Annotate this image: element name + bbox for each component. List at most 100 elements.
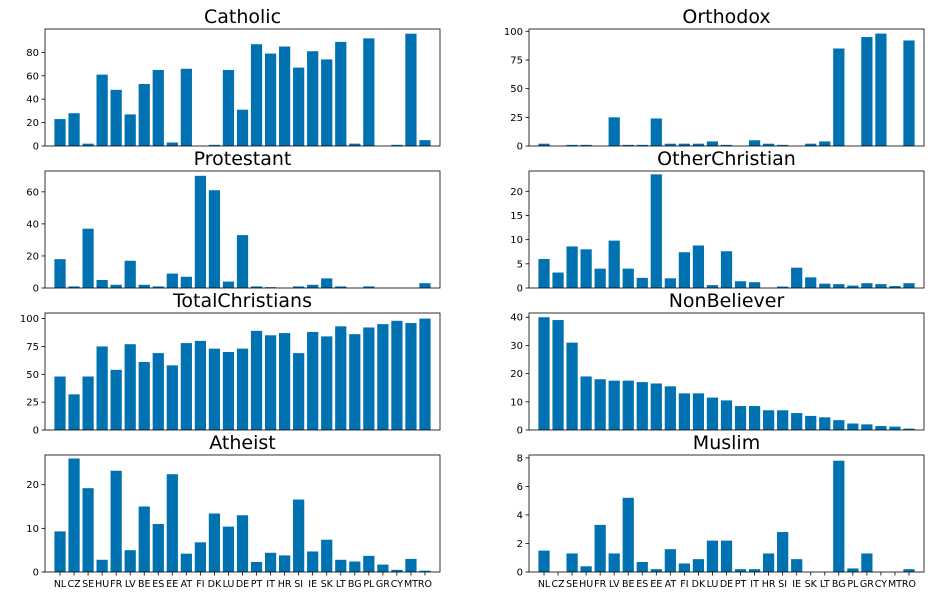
bar-orthodox-ro — [903, 40, 915, 146]
bar-atheist-nl — [54, 531, 66, 572]
bar-nonbeliever-lv — [608, 380, 620, 430]
bar-orthodox-lv — [608, 117, 620, 146]
bar-orthodox-lu — [706, 141, 719, 146]
bar-otherchristian-at — [664, 278, 676, 288]
bar-otherchristian-pl — [847, 285, 859, 288]
bar-nonbeliever-nl — [538, 317, 550, 430]
y-tick-label: 40 — [510, 313, 523, 324]
y-tick-label: 4 — [517, 510, 523, 521]
bar-atheist-es — [152, 523, 164, 572]
bar-atheist-ee — [166, 474, 178, 572]
bar-muslim-at — [664, 549, 676, 572]
bar-protestant-lt — [335, 286, 347, 288]
y-tick-label: 100 — [504, 27, 523, 38]
bar-muslim-dk — [692, 559, 705, 572]
bar-totalchristians-pl — [363, 327, 375, 430]
y-tick-label: 60 — [26, 71, 39, 82]
y-tick-label: 8 — [517, 453, 523, 464]
y-tick-label: 20 — [510, 369, 523, 380]
bar-muslim-si — [777, 532, 789, 572]
x-tick-label-ie: IE — [792, 579, 801, 590]
bar-orthodox-cy — [875, 33, 887, 147]
x-tick-label-fr: FR — [594, 579, 606, 590]
bar-totalchristians-hr — [279, 333, 291, 430]
y-tick-label: 25 — [26, 398, 39, 409]
bar-muslim-de — [720, 540, 733, 572]
chart-panel-protestant: 0 20 40 60 Protestant — [26, 148, 441, 295]
bar-totalchristians-ro — [419, 318, 431, 430]
x-tick-label-fi: FI — [196, 579, 204, 590]
bar-atheist-ie — [307, 551, 319, 572]
x-tick-label-ro: RO — [418, 579, 432, 590]
x-tick-label-pt: PT — [735, 579, 747, 590]
bar-nonbeliever-hr — [763, 410, 775, 430]
bar-orthodox-it — [748, 140, 761, 146]
axes-frame — [528, 312, 925, 431]
bar-totalchristians-mt — [405, 323, 417, 430]
bar-protestant-dk — [208, 190, 221, 288]
bar-atheist-cy — [391, 569, 403, 572]
bar-atheist-lt — [335, 559, 347, 572]
bar-catholic-cy — [391, 144, 403, 146]
bar-nonbeliever-sk — [805, 415, 817, 430]
y-tick-label: 10 — [510, 235, 523, 246]
bar-totalchristians-hu — [96, 346, 108, 430]
x-tick-label-lu: LU — [223, 579, 235, 590]
bar-atheist-sk — [321, 539, 333, 572]
bar-otherchristian-si — [777, 286, 789, 288]
bar-otherchristian-ie — [791, 267, 803, 288]
x-tick-label-nl: NL — [538, 579, 551, 590]
bar-catholic-ee — [166, 142, 178, 146]
bar-nonbeliever-gr — [861, 424, 873, 430]
bar-orthodox-sk — [805, 143, 817, 146]
x-tick-label-lt: LT — [336, 579, 346, 590]
x-tick-label-at: AT — [665, 579, 677, 590]
x-tick-label-si: SI — [778, 579, 787, 590]
bar-nonbeliever-cy — [875, 426, 887, 430]
y-tick-label: 30 — [510, 341, 523, 352]
y-tick-label: 5 — [517, 259, 523, 270]
bar-orthodox-ee — [650, 118, 662, 146]
bar-muslim-be — [622, 497, 634, 572]
x-tick-label-pl: PL — [847, 579, 859, 590]
bar-atheist-it — [264, 552, 277, 572]
y-tick-label: 0 — [33, 568, 39, 579]
bar-totalchristians-gr — [377, 324, 389, 430]
x-tick-label-mt: MT — [404, 579, 418, 590]
bar-catholic-be — [138, 83, 150, 146]
bar-catholic-bg — [349, 143, 361, 146]
bar-muslim-bg — [833, 460, 845, 572]
bar-atheist-be — [138, 506, 150, 572]
chart-title: NonBeliever — [669, 290, 785, 312]
bar-totalchristians-sk — [321, 336, 333, 430]
y-tick-label: 60 — [26, 187, 39, 198]
x-tick-label-sk: SK — [805, 579, 818, 590]
bar-muslim-pt — [734, 569, 747, 572]
chart-panel-totalchristians: 0 25 50 75 100 TotalChristians — [20, 290, 441, 437]
bar-nonbeliever-mt — [889, 426, 901, 430]
bar-catholic-cz — [68, 113, 80, 146]
axes-frame — [44, 28, 441, 147]
x-tick-label-lu: LU — [707, 579, 719, 590]
y-tick-label: 0 — [517, 284, 523, 295]
bar-catholic-it — [264, 53, 277, 146]
bar-atheist-lv — [124, 550, 136, 572]
bar-atheist-lu — [222, 526, 235, 572]
bar-orthodox-es — [636, 144, 648, 146]
bar-protestant-fr — [110, 284, 122, 288]
bar-totalchristians-nl — [54, 376, 66, 430]
bar-orthodox-be — [622, 144, 634, 146]
bar-totalchristians-at — [180, 343, 192, 430]
bar-orthodox-hu — [580, 144, 592, 146]
bar-atheist-gr — [377, 564, 389, 572]
bar-otherchristian-ee — [650, 174, 662, 288]
y-tick-label: 10 — [510, 397, 523, 408]
x-tick-label-cy: CY — [391, 579, 403, 590]
bar-protestant-ie — [307, 284, 319, 288]
bar-muslim-ro — [903, 569, 915, 572]
bar-protestant-pt — [250, 286, 263, 288]
bar-orthodox-lt — [819, 141, 831, 146]
bar-muslim-gr — [861, 553, 873, 572]
y-tick-label: 50 — [26, 370, 39, 381]
